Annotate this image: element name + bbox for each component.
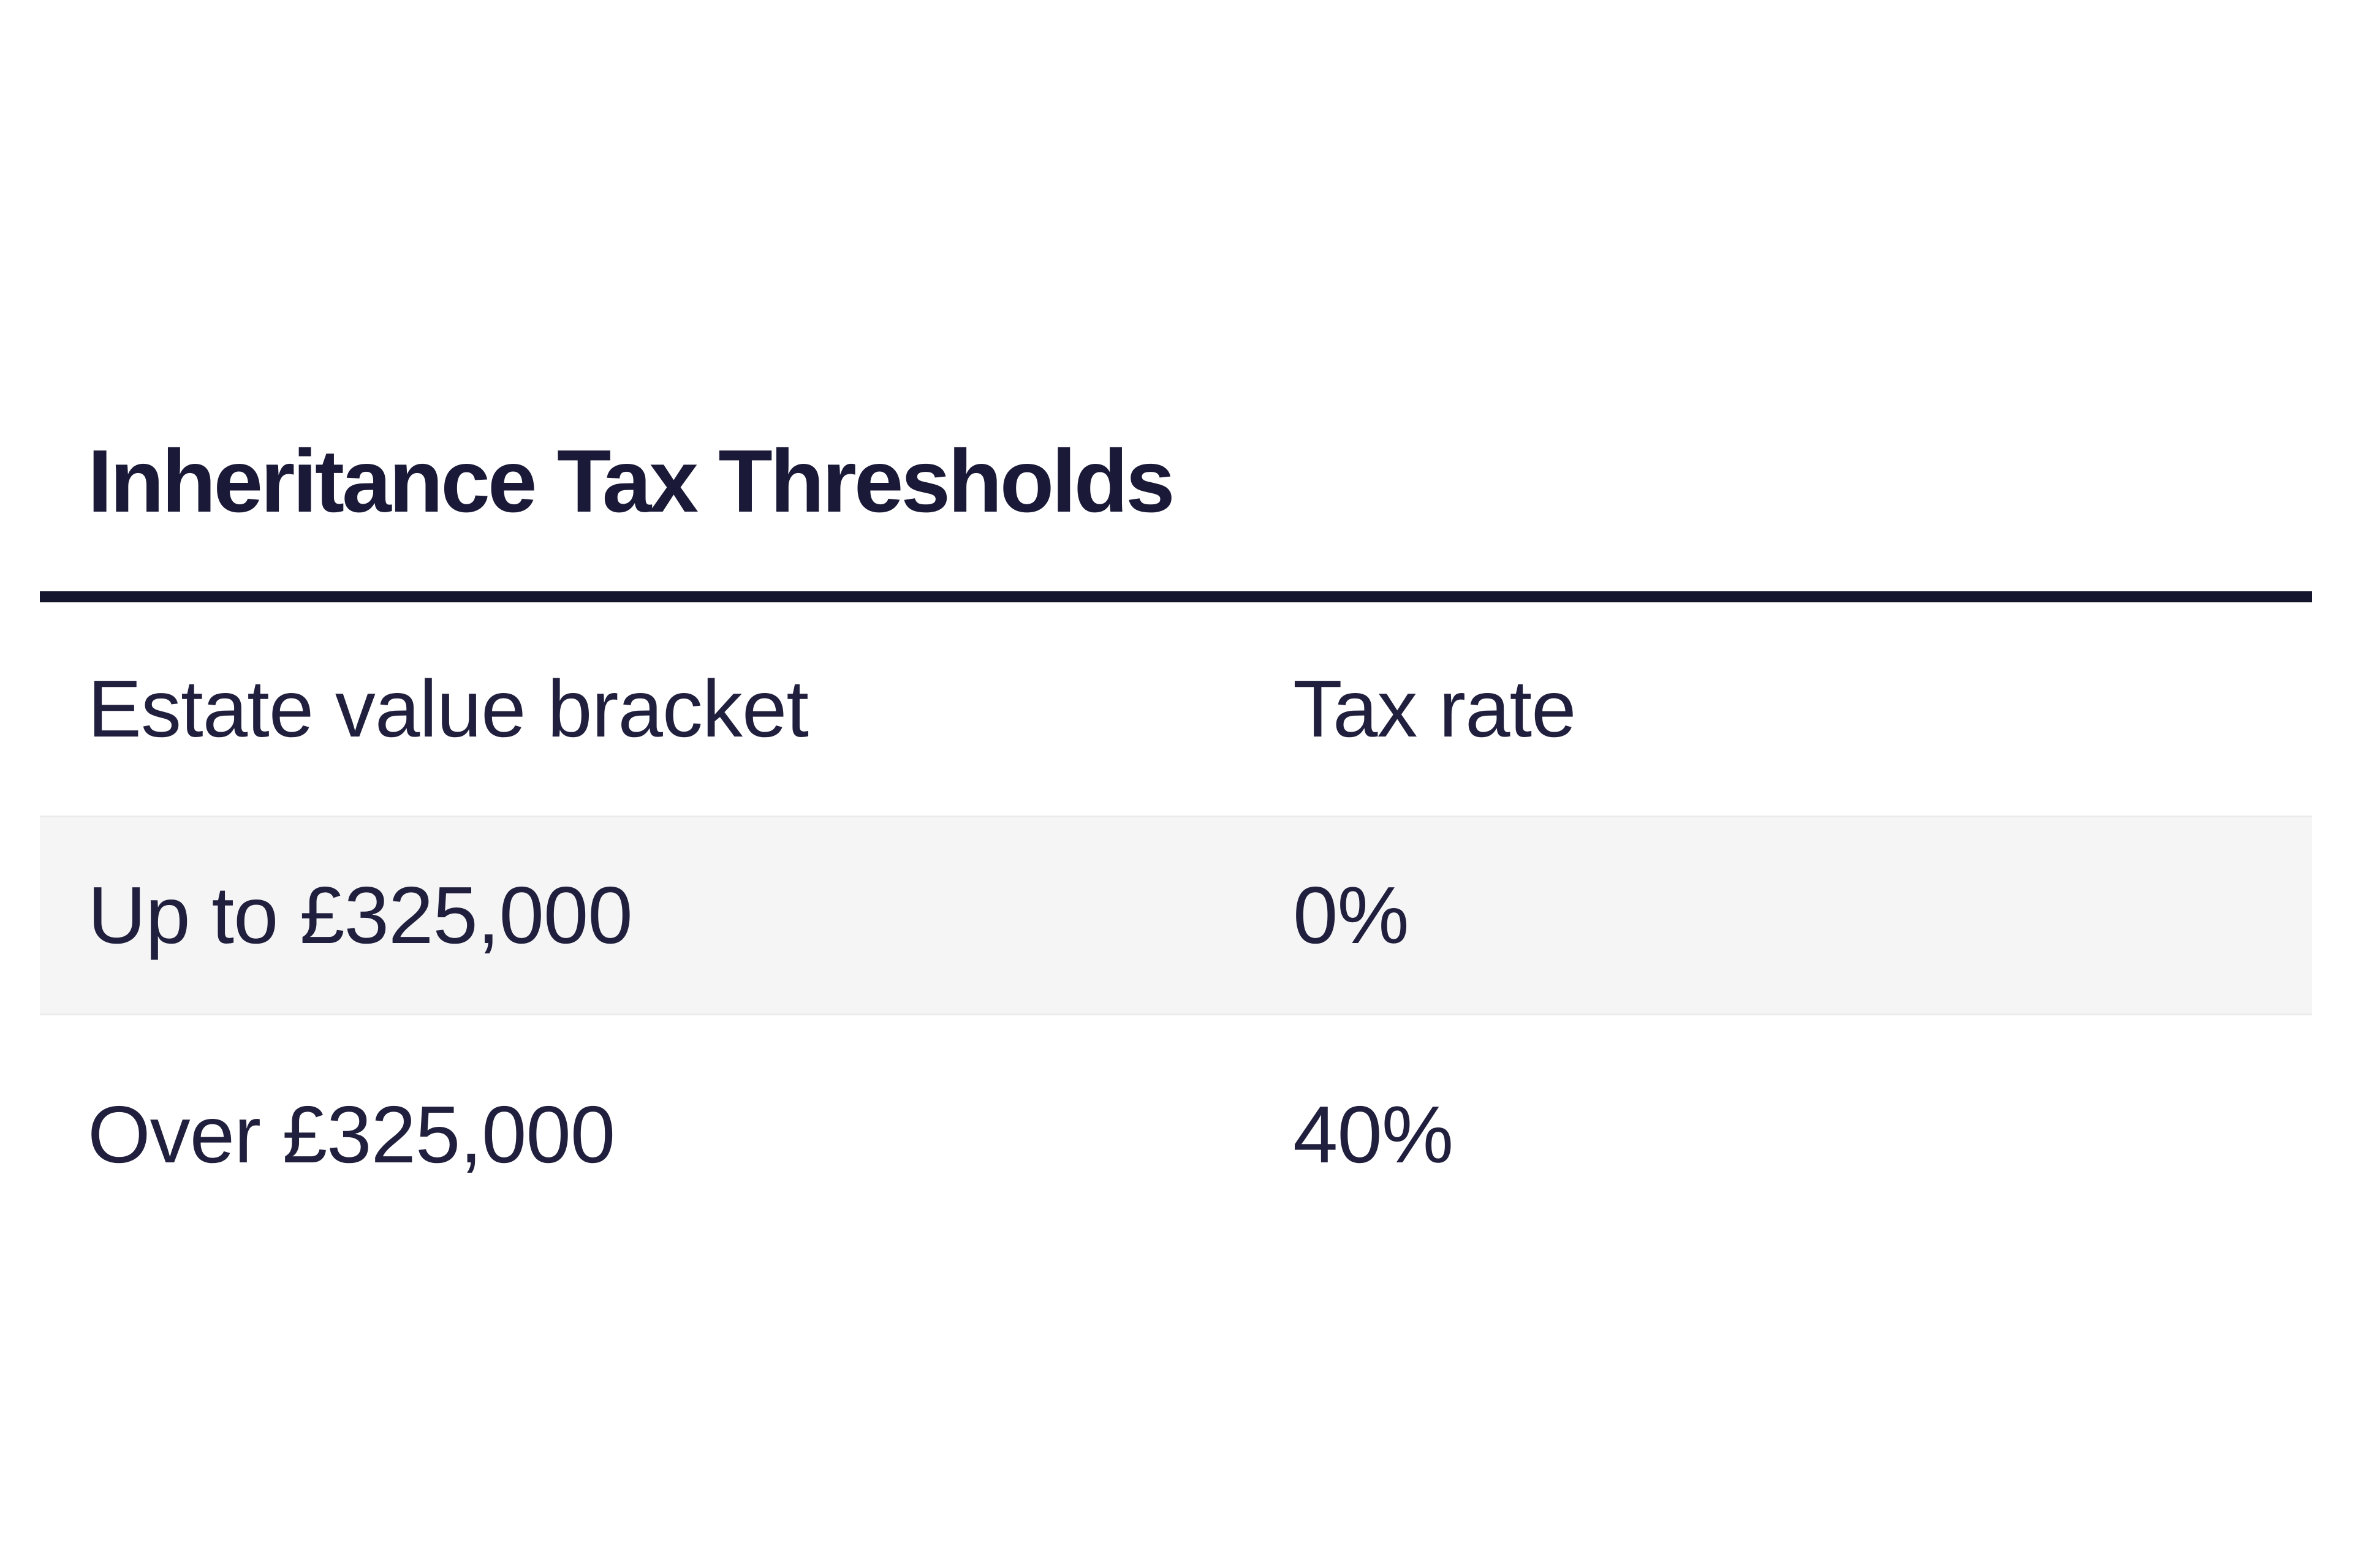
column-header-tax-rate: Tax rate: [1293, 663, 1577, 754]
estate-bracket-cell: Up to £325,000: [88, 869, 633, 960]
tax-rate-cell: 0%: [1293, 869, 1409, 960]
tax-rate-cell: 40%: [1293, 1089, 1453, 1180]
table-row: Over £325,000 40%: [40, 1015, 2312, 1254]
estate-bracket-cell: Over £325,000: [88, 1089, 615, 1180]
table-header-row: Estate value bracket Tax rate: [40, 602, 2312, 816]
page-title: Inheritance Tax Thresholds: [88, 431, 1175, 531]
table-row: Up to £325,000 0%: [40, 816, 2312, 1015]
title-divider-rule: [40, 591, 2312, 602]
column-header-estate-value-bracket: Estate value bracket: [88, 663, 809, 754]
table-sheet: Inheritance Tax Thresholds Estate value …: [40, 0, 2312, 1254]
